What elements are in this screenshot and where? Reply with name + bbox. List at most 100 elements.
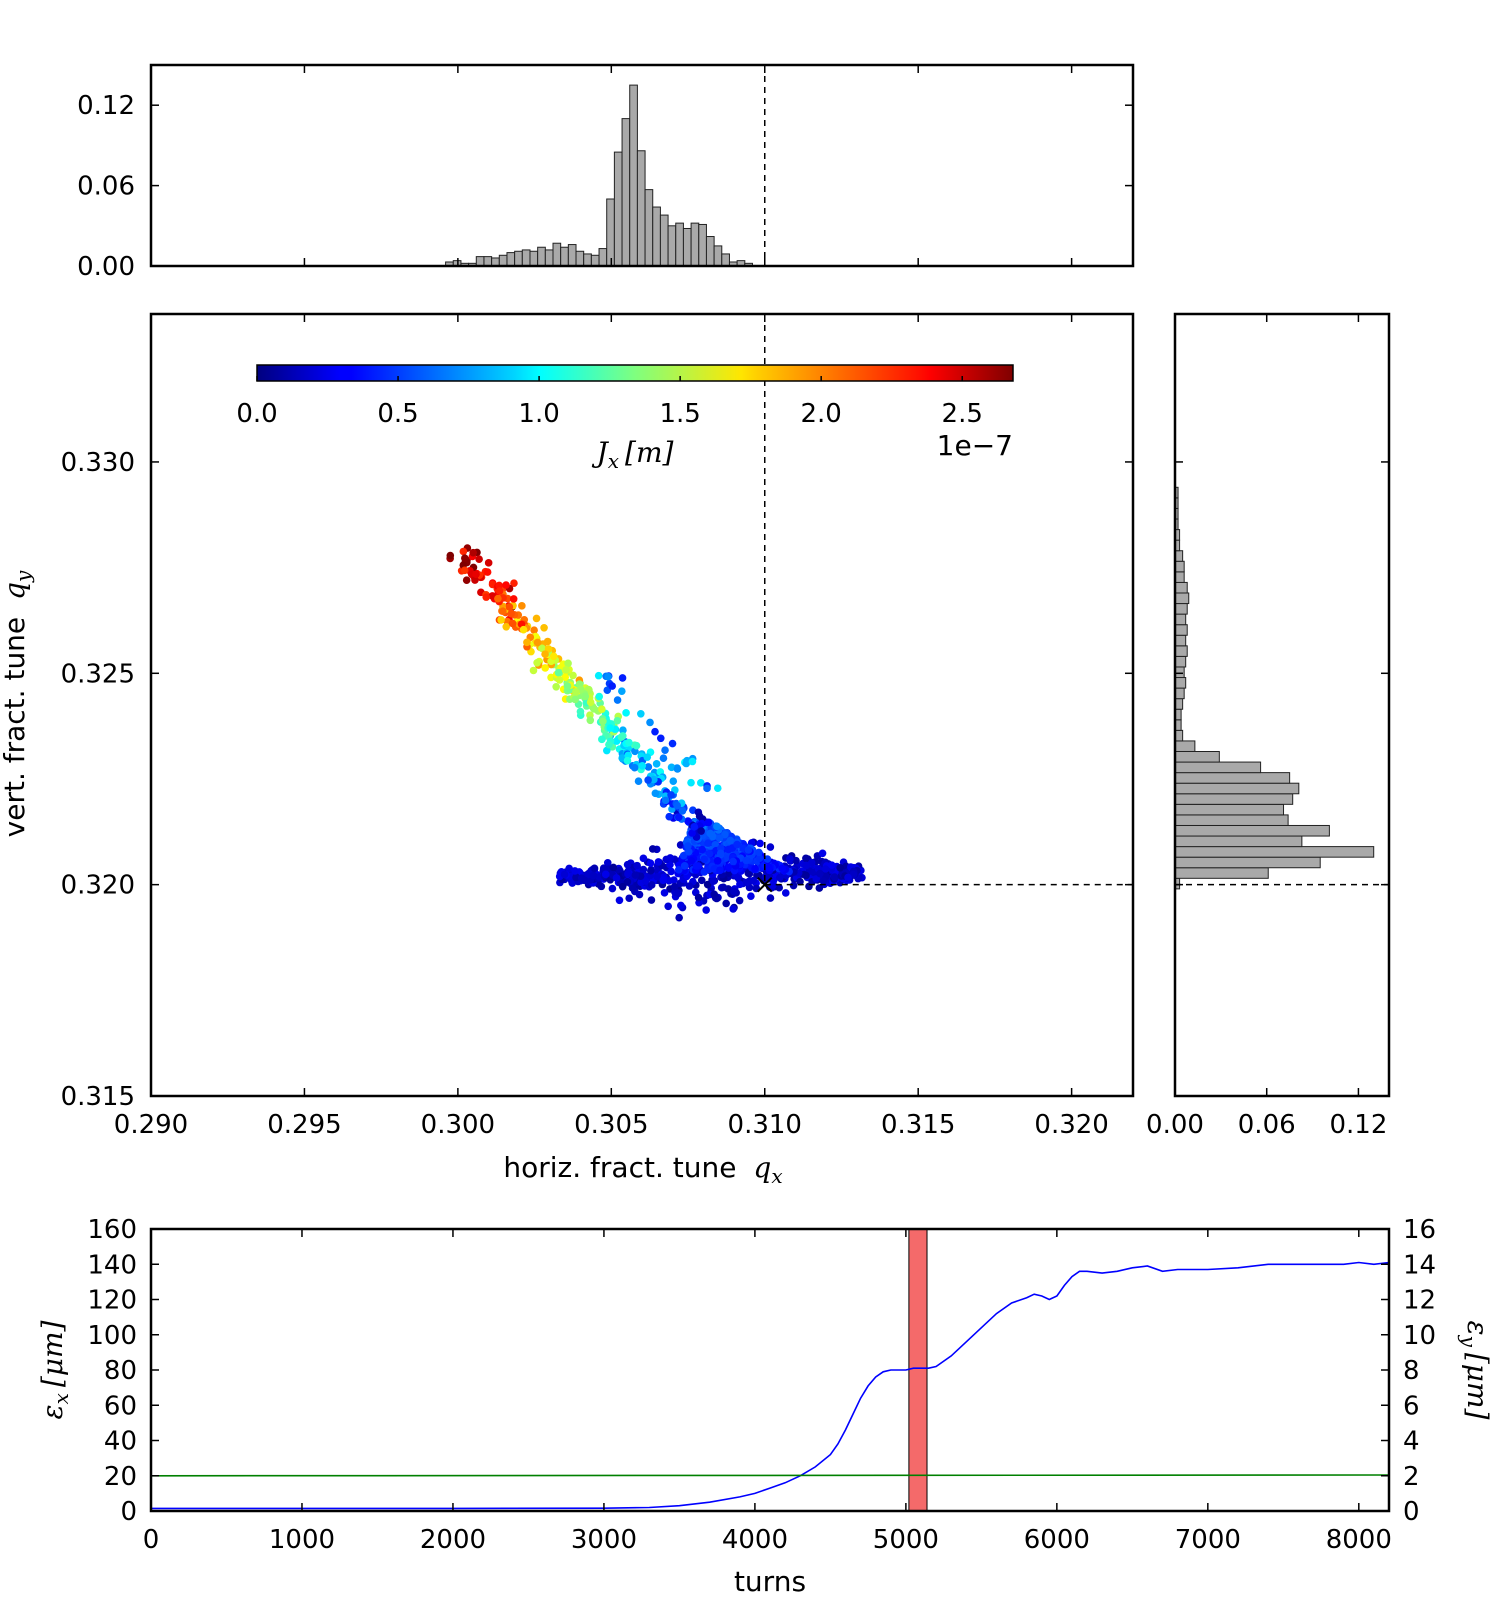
emittance-left-y-tick-label: 100 — [87, 1321, 137, 1351]
scatter-point — [755, 848, 763, 857]
scatter-points — [446, 544, 866, 922]
emittance-right-axis-subscript: y — [1457, 1335, 1481, 1348]
scatter-x-tick-label: 0.305 — [574, 1110, 648, 1140]
emittance-left-y-tick-label: 0 — [120, 1497, 137, 1527]
scatter-x-axis-label-subscript: x — [771, 1164, 782, 1188]
scatter-point — [618, 674, 627, 682]
emittance-left-y-tick-label: 140 — [87, 1250, 137, 1280]
top-histogram-bar — [598, 248, 608, 267]
scatter-point — [599, 864, 608, 872]
emittance-right-y-tick-label: 2 — [1403, 1462, 1420, 1492]
top-histogram-bar — [659, 214, 669, 267]
scatter-point — [572, 873, 580, 882]
scatter-point — [816, 869, 824, 878]
colorbar-tick-label: 2.5 — [942, 399, 983, 429]
right-histogram-bar — [1174, 613, 1187, 626]
right-histogram-bar — [1174, 560, 1185, 573]
top-histogram-bar — [636, 150, 646, 267]
top-histogram-bar — [621, 118, 631, 267]
scatter-point — [766, 894, 775, 902]
scatter-point — [766, 843, 775, 851]
scatter-point — [472, 570, 480, 578]
emittance-left-y-tick-label: 120 — [87, 1286, 137, 1316]
scatter-point — [461, 554, 469, 562]
emittance-x-tick-label: 3000 — [571, 1525, 637, 1555]
scatter-point — [690, 823, 699, 831]
scatter-point — [647, 896, 656, 904]
scatter-x-axis-label: horiz. fract. tune qx — [503, 1151, 782, 1188]
scatter-point — [618, 687, 626, 695]
scatter-point — [684, 817, 692, 825]
scatter-point — [705, 849, 714, 858]
scatter-point — [565, 864, 573, 873]
scatter-point — [656, 734, 665, 743]
top-histogram-bar — [498, 254, 508, 267]
scatter-point — [495, 581, 503, 590]
right-histogram-bar — [1174, 814, 1289, 826]
right-histogram-bar — [1174, 782, 1300, 795]
right-histogram-bar — [1174, 592, 1190, 605]
scatter-frame — [149, 312, 1135, 1098]
scatter-point — [541, 650, 549, 658]
emittance-right-y-tick-label: 4 — [1403, 1427, 1420, 1457]
scatter-point — [634, 777, 643, 785]
emittance-left-y-tick-label: 60 — [104, 1391, 137, 1421]
colorbar-tick-label: 1.0 — [518, 399, 559, 429]
scatter-point — [459, 547, 468, 556]
scatter-point — [844, 873, 852, 882]
scatter-point — [711, 841, 720, 849]
scatter-point — [615, 896, 624, 905]
scatter-y-tick-label: 0.315 — [61, 1082, 135, 1112]
highlight-band — [908, 1228, 928, 1512]
scatter-point — [692, 862, 701, 870]
top-histogram-bar — [606, 198, 615, 267]
scatter-point — [564, 659, 572, 668]
scatter-point — [830, 873, 839, 881]
emittance-left-axis-symbol: ε — [36, 1404, 69, 1419]
scatter-point — [652, 760, 661, 768]
scatter-point — [706, 829, 715, 838]
right-histogram-bar — [1174, 687, 1185, 700]
scatter-point — [735, 896, 744, 905]
scatter-point — [623, 877, 632, 886]
scatter-point — [698, 845, 706, 854]
scatter-x-axis-label-text: horiz. fract. tune — [503, 1151, 736, 1184]
scatter-y-tick-label: 0.325 — [61, 659, 135, 689]
emittance-x-tick-label: 0 — [143, 1525, 160, 1555]
scatter-point — [630, 763, 639, 772]
scatter-point — [608, 884, 617, 893]
top-histogram-bar — [698, 223, 707, 267]
scatter-point — [666, 854, 675, 862]
emittance-panel: 0 1000 2000 3000 4000 5000 6000 7000 80000204060… — [36, 1215, 1494, 1598]
scatter-point — [571, 867, 579, 875]
scatter-point — [549, 652, 558, 661]
scatter-point — [482, 593, 491, 601]
scatter-point — [668, 739, 677, 748]
top-histogram-bar — [506, 252, 516, 267]
reference-point-marker-stroke — [757, 876, 773, 893]
scatter-point — [623, 756, 632, 765]
scatter-y-axis-label-symbol: q — [0, 582, 31, 600]
scatter-y-tick-label: 0.330 — [61, 448, 135, 478]
emittance-x-tick-label: 7000 — [1175, 1525, 1241, 1555]
scatter-point — [716, 866, 724, 875]
scatter-point — [646, 866, 655, 875]
scatter-point — [715, 834, 724, 842]
scatter-point — [519, 625, 528, 634]
scatter-point — [765, 863, 773, 872]
scatter-point — [613, 716, 622, 725]
emittance-right-y-tick-label: 10 — [1403, 1321, 1436, 1351]
scatter-point — [827, 861, 836, 869]
scatter-point — [624, 870, 632, 878]
right-histogram-bar — [1174, 634, 1187, 647]
colorbar — [256, 364, 1014, 382]
colorbar-label-unit: [m] — [625, 436, 673, 469]
scatter-point — [623, 860, 632, 869]
scatter-point — [509, 595, 518, 603]
scatter-point — [674, 866, 683, 874]
scatter-point — [605, 740, 613, 749]
scatter-point — [664, 902, 672, 911]
right-histogram-bars — [1174, 486, 1375, 890]
scatter-ticks: 0.290 0.295 0.300 0.305 0.310 0.315 0.320 0.315… — [61, 314, 1133, 1140]
scatter-point — [751, 865, 759, 873]
